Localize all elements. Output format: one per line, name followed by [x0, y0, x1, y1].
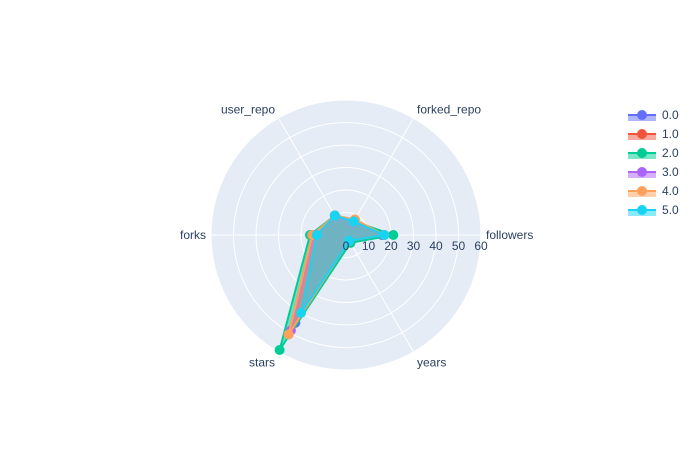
legend-item[interactable]: 4.0: [628, 184, 679, 198]
legend-item[interactable]: 2.0: [628, 146, 679, 160]
radial-tick-label: 60: [474, 239, 488, 253]
legend-label: 0.0: [662, 108, 679, 122]
grid-spoke: [345, 234, 414, 353]
data-point: [283, 329, 294, 340]
data-point: [379, 230, 390, 240]
legend-label: 1.0: [662, 127, 679, 141]
legend-label: 5.0: [662, 203, 679, 217]
data-point: [329, 210, 340, 221]
data-point: [348, 216, 359, 227]
angular-axis-labels: followers years stars forks user_repo forked_…: [180, 103, 533, 370]
legend-label: 3.0: [662, 165, 679, 179]
legend-swatch-marker: [637, 186, 647, 196]
radial-tick-label: 10: [362, 239, 376, 253]
data-point: [296, 307, 306, 318]
radial-tick-label: 30: [407, 239, 421, 253]
radial-tick-labels: 0 10 20 30 40 50 60: [343, 239, 488, 253]
axis-label-forks: forks: [180, 228, 206, 242]
data-point: [311, 230, 322, 240]
series-5.0: [296, 210, 390, 318]
legend-swatch-marker: [637, 129, 647, 139]
radial-tick-label: 20: [384, 239, 398, 253]
legend-label: 2.0: [662, 146, 679, 160]
radial-tick-label: 40: [429, 239, 443, 253]
legend-swatch-marker: [637, 110, 647, 120]
data-point: [274, 345, 285, 355]
radial-tick-label: 0: [343, 239, 350, 253]
legend-item[interactable]: 0.0: [628, 108, 679, 122]
legend-swatch-marker: [637, 148, 647, 158]
axis-label-user-repo: user_repo: [221, 103, 275, 117]
data-point: [388, 230, 399, 240]
legend: 0.0 1.0 2.0 3.0 4.0 5.0: [628, 108, 679, 217]
axis-label-forked-repo: forked_repo: [417, 103, 481, 117]
legend-swatch-marker: [637, 205, 647, 215]
axis-label-stars: stars: [249, 356, 275, 370]
axis-label-followers: followers: [486, 228, 533, 242]
radial-tick-label: 50: [452, 239, 466, 253]
data-point: [344, 235, 355, 246]
legend-swatch-marker: [637, 167, 647, 177]
legend-item[interactable]: 3.0: [628, 165, 679, 179]
legend-item[interactable]: 5.0: [628, 203, 679, 217]
axis-label-years: years: [417, 356, 446, 370]
legend-item[interactable]: 1.0: [628, 127, 679, 141]
series-layer: [274, 210, 399, 355]
legend-label: 4.0: [662, 184, 679, 198]
